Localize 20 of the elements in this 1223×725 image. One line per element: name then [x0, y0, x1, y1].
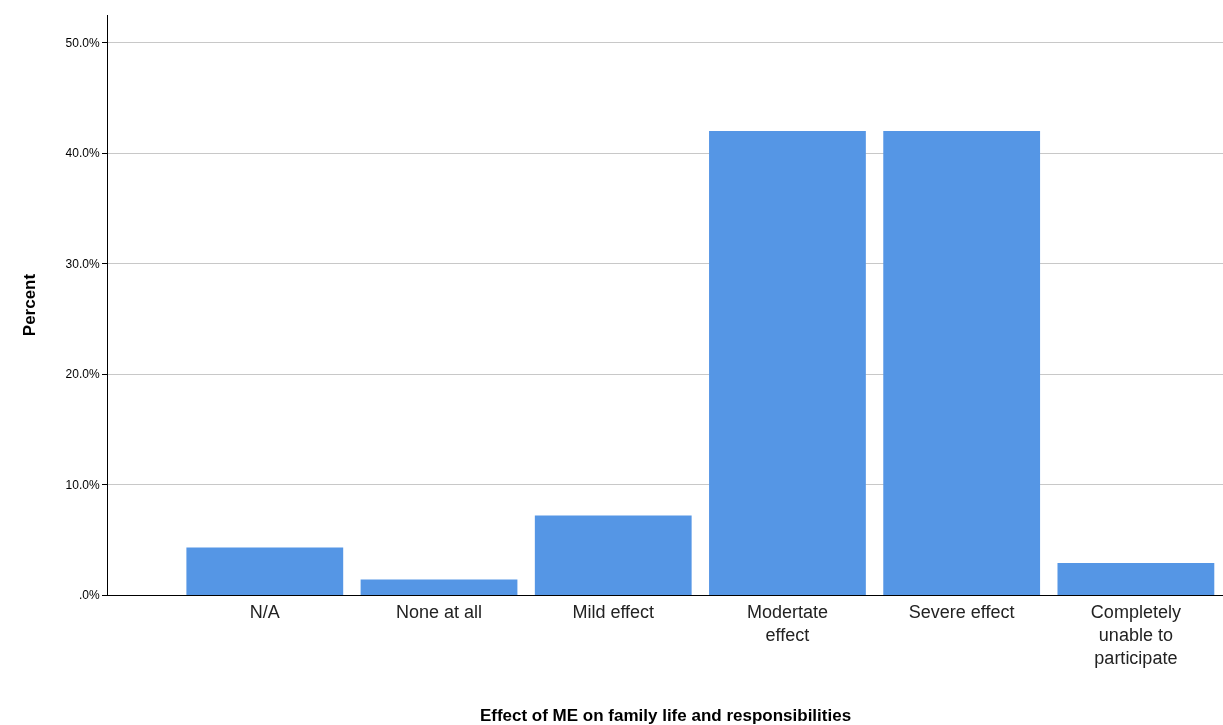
x-tick-label: N/A: [249, 601, 280, 622]
x-tick-label: Mild effect: [572, 601, 655, 622]
y-tick-label: 50.0%: [65, 35, 100, 50]
x-tick-label: Severe effect: [908, 601, 1015, 622]
y-axis-title: Percent: [20, 273, 40, 337]
y-tick-label: 10.0%: [65, 477, 100, 492]
bar: [534, 515, 692, 595]
y-tick-label: 30.0%: [65, 256, 100, 271]
bar: [360, 579, 518, 595]
x-axis-title: Effect of ME on family life and responsibilities: [479, 706, 852, 725]
bar: [1057, 562, 1215, 595]
bar: [709, 131, 866, 595]
x-tick-label: Completely unable to participate: [1090, 601, 1181, 669]
bar: [883, 131, 1041, 595]
y-tick-label: .0%: [78, 588, 100, 603]
y-tick-label: 20.0%: [65, 367, 100, 382]
x-tick-label: None at all: [395, 601, 483, 622]
bar: [186, 547, 344, 595]
y-tick-label: 40.0%: [65, 146, 100, 161]
x-tick-label: Modertate effect: [746, 601, 828, 645]
